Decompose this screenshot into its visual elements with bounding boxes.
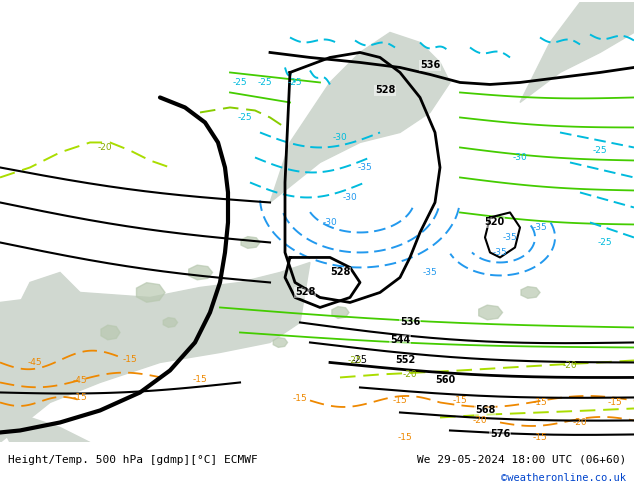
Polygon shape [273, 338, 287, 347]
Text: -25: -25 [238, 113, 252, 122]
Text: -25: -25 [598, 238, 612, 247]
Text: -15: -15 [293, 394, 307, 403]
Text: -25: -25 [233, 78, 247, 87]
Text: -35: -35 [423, 268, 437, 277]
Text: 536: 536 [400, 318, 420, 327]
Text: -20: -20 [98, 143, 112, 152]
Polygon shape [189, 265, 212, 280]
Text: -25: -25 [352, 355, 368, 366]
Text: -15: -15 [453, 396, 467, 405]
Text: -35: -35 [358, 163, 372, 172]
Text: -25: -25 [593, 146, 607, 155]
Polygon shape [40, 302, 110, 347]
Polygon shape [521, 287, 540, 298]
Text: -15: -15 [193, 375, 207, 384]
Text: -15: -15 [392, 396, 408, 405]
Text: -30: -30 [513, 153, 527, 162]
Text: -20: -20 [573, 418, 587, 427]
Text: ©weatheronline.co.uk: ©weatheronline.co.uk [501, 473, 626, 483]
Text: 568: 568 [475, 405, 495, 416]
Text: -20: -20 [563, 361, 578, 370]
Polygon shape [520, 2, 634, 102]
Text: -15: -15 [73, 393, 87, 402]
Text: -15: -15 [122, 355, 138, 364]
Text: -35: -35 [493, 248, 507, 257]
Text: -20: -20 [403, 370, 417, 379]
Text: -30: -30 [323, 218, 337, 227]
Text: -45: -45 [73, 376, 87, 385]
Text: -20: -20 [473, 416, 488, 425]
Text: We 29-05-2024 18:00 UTC (06+60): We 29-05-2024 18:00 UTC (06+60) [417, 455, 626, 465]
Text: -15: -15 [533, 433, 547, 442]
Text: -25: -25 [288, 78, 302, 87]
Text: -15: -15 [398, 433, 412, 442]
Polygon shape [0, 263, 310, 442]
Text: 520: 520 [484, 218, 504, 227]
Text: -35: -35 [503, 233, 517, 242]
Text: -35: -35 [533, 223, 547, 232]
Polygon shape [136, 283, 165, 302]
Text: 536: 536 [420, 60, 440, 71]
Text: -45: -45 [28, 358, 42, 367]
Text: -30: -30 [342, 193, 358, 202]
Polygon shape [163, 318, 178, 327]
Text: 528: 528 [330, 268, 350, 277]
Text: -25: -25 [347, 356, 362, 365]
Text: -30: -30 [333, 133, 347, 142]
Polygon shape [0, 417, 90, 442]
Text: 552: 552 [395, 355, 415, 366]
Text: 576: 576 [490, 429, 510, 440]
Text: -25: -25 [257, 78, 273, 87]
Text: 528: 528 [295, 288, 315, 297]
Polygon shape [101, 325, 120, 340]
Polygon shape [270, 32, 450, 202]
Text: 560: 560 [435, 375, 455, 386]
Text: -15: -15 [607, 398, 623, 407]
Polygon shape [241, 237, 260, 248]
Text: 528: 528 [375, 85, 395, 96]
Text: Height/Temp. 500 hPa [gdmp][°C] ECMWF: Height/Temp. 500 hPa [gdmp][°C] ECMWF [8, 455, 258, 465]
Polygon shape [332, 307, 349, 318]
Text: 544: 544 [390, 336, 410, 345]
Polygon shape [20, 272, 80, 318]
Polygon shape [479, 305, 503, 320]
Text: -15: -15 [533, 398, 547, 407]
